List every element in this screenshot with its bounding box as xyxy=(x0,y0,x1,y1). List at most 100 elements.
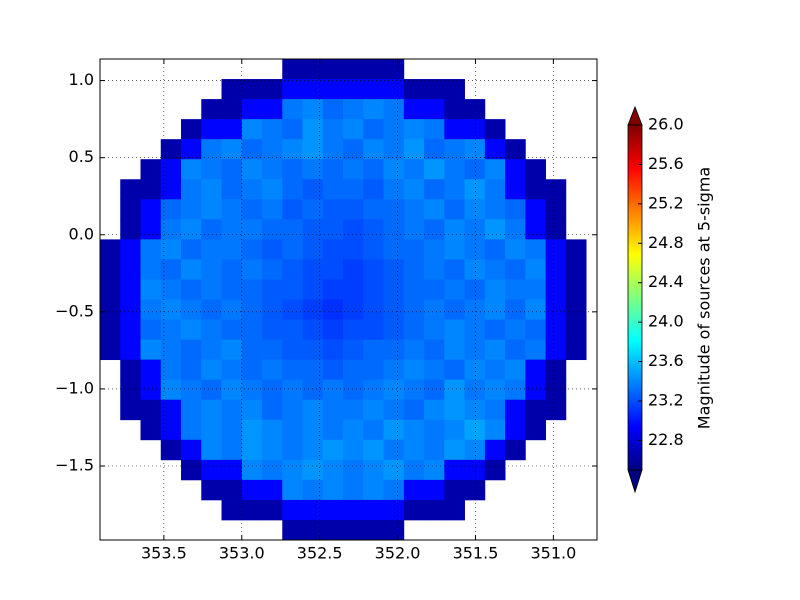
heatmap-cell xyxy=(282,379,303,401)
heatmap-cell xyxy=(565,299,587,320)
heatmap-cell xyxy=(120,199,141,220)
heatmap-cell xyxy=(302,439,324,461)
heatmap-cell xyxy=(302,299,324,320)
heatmap-cell xyxy=(282,139,303,160)
heatmap-cell xyxy=(282,359,303,381)
heatmap-cell xyxy=(464,139,486,160)
heatmap-cell xyxy=(343,119,364,140)
heatmap-cell xyxy=(424,139,445,160)
heatmap-cell xyxy=(545,319,567,340)
heatmap-cell xyxy=(322,159,344,180)
heatmap-cell xyxy=(140,419,162,441)
heatmap-cell xyxy=(565,259,587,280)
heatmap-cell xyxy=(525,199,546,220)
heatmap-cell xyxy=(120,339,141,361)
heatmap-cell xyxy=(262,79,283,100)
heatmap-cell xyxy=(363,179,384,200)
heatmap-cell xyxy=(403,499,425,521)
heatmap-cell xyxy=(403,219,425,240)
heatmap-cell xyxy=(424,439,445,461)
heatmap-cell xyxy=(302,199,324,220)
heatmap-cell xyxy=(221,239,243,260)
heatmap-cell xyxy=(221,219,243,240)
heatmap-cell xyxy=(505,399,526,421)
heatmap-cell xyxy=(545,279,567,300)
heatmap-cell xyxy=(322,239,344,260)
heatmap-cell xyxy=(403,79,425,100)
colorbar-tick-label: 24.8 xyxy=(648,233,684,252)
heatmap-cell xyxy=(140,179,162,200)
heatmap-cell xyxy=(484,279,506,300)
heatmap-cell xyxy=(343,479,364,501)
heatmap-cell xyxy=(100,299,121,320)
heatmap-cell xyxy=(505,139,526,160)
heatmap-cell xyxy=(282,239,303,260)
heatmap-cell xyxy=(181,419,202,441)
heatmap-cell xyxy=(302,259,324,280)
heatmap-cell xyxy=(201,359,222,381)
heatmap-cell xyxy=(403,199,425,220)
heatmap-cell xyxy=(424,259,445,280)
heatmap-cell xyxy=(120,219,141,240)
heatmap-cell xyxy=(322,179,344,200)
heatmap-cell xyxy=(282,99,303,120)
heatmap-cell xyxy=(100,319,121,340)
heatmap-cell xyxy=(201,299,222,320)
heatmap-cell xyxy=(262,359,283,381)
heatmap-cell xyxy=(302,399,324,421)
heatmap-cell xyxy=(464,179,486,200)
heatmap-cell xyxy=(322,99,344,120)
heatmap-cell xyxy=(241,359,263,381)
heatmap-cell xyxy=(464,419,486,441)
heatmap-cell xyxy=(383,219,405,240)
heatmap-cell xyxy=(565,319,587,340)
heatmap-cell xyxy=(160,159,182,180)
heatmap-cell xyxy=(322,439,344,461)
heatmap-cell xyxy=(383,499,405,521)
heatmap-cell xyxy=(444,239,465,260)
heatmap-cell xyxy=(484,379,506,401)
heatmap-cell xyxy=(262,159,283,180)
heatmap-cell xyxy=(424,119,445,140)
heatmap-cell xyxy=(363,519,384,541)
heatmap-cell xyxy=(262,239,283,260)
y-tick-label: −1.0 xyxy=(55,378,94,397)
colorbar xyxy=(628,125,642,470)
heatmap-cell xyxy=(322,339,344,361)
heatmap-cell xyxy=(383,319,405,340)
heatmap-cell xyxy=(160,439,182,461)
heatmap-cell xyxy=(221,379,243,401)
heatmap-cell xyxy=(262,459,283,481)
heatmap-cell xyxy=(545,239,567,260)
heatmap-cell xyxy=(201,239,222,260)
heatmap-cell xyxy=(241,139,263,160)
colorbar-tick-label: 23.6 xyxy=(648,351,684,370)
heatmap-cell xyxy=(221,299,243,320)
plot-frame xyxy=(99,58,598,541)
heatmap-cell xyxy=(464,299,486,320)
heatmap-cell xyxy=(343,139,364,160)
heatmap-cell xyxy=(484,319,506,340)
heatmap-cell xyxy=(343,259,364,280)
heatmap-cell xyxy=(262,279,283,300)
heatmap-cell xyxy=(565,239,587,260)
heatmap-cell xyxy=(383,379,405,401)
heatmap-cell xyxy=(565,279,587,300)
y-tick-label: 0.5 xyxy=(69,147,94,166)
heatmap-cell xyxy=(262,99,283,120)
heatmap-cell xyxy=(484,339,506,361)
heatmap-cell xyxy=(160,419,182,441)
heatmap-cell xyxy=(484,239,506,260)
heatmap-cell xyxy=(140,379,162,401)
heatmap-cell xyxy=(545,379,567,401)
heatmap-cell xyxy=(181,399,202,421)
heatmap-cell xyxy=(444,359,465,381)
heatmap-cell xyxy=(262,119,283,140)
heatmap-cell xyxy=(181,119,202,140)
heatmap-cell xyxy=(322,399,344,421)
heatmap-cell xyxy=(302,359,324,381)
heatmap-cell xyxy=(545,299,567,320)
heatmap-cell xyxy=(181,219,202,240)
heatmap-cell xyxy=(424,79,445,100)
